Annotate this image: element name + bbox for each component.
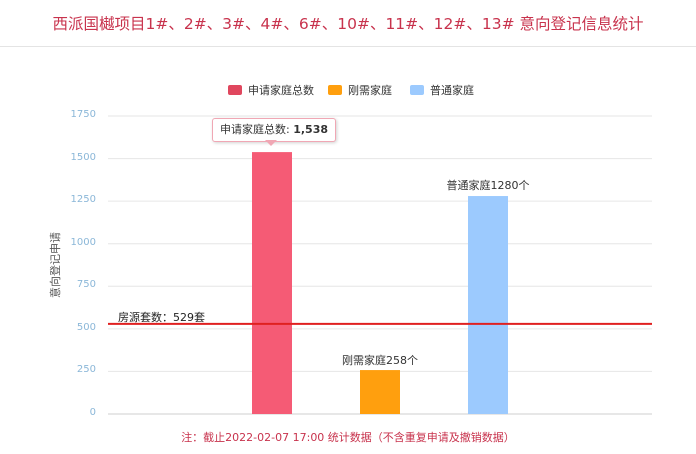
bar-data-label-ordinary: 普通家庭1280个: [446, 179, 530, 192]
y-tick-label: 500: [76, 321, 96, 333]
legend-item-total[interactable]: 申请家庭总数: [228, 82, 314, 98]
y-tick-label: 1250: [70, 194, 96, 206]
tooltip-label: 申请家庭总数:: [220, 123, 294, 136]
legend-swatch-total: [228, 85, 242, 95]
legend-item-ordinary[interactable]: 普通家庭: [410, 82, 474, 98]
bar: [360, 370, 400, 414]
y-tick-label: 1750: [70, 109, 96, 120]
legend-item-rigid[interactable]: 刚需家庭: [328, 82, 392, 98]
legend-swatch-ordinary: [410, 85, 424, 95]
y-tick-label: 1500: [70, 151, 96, 163]
bar: [252, 152, 292, 414]
legend-swatch-rigid: [328, 85, 342, 95]
tooltip-arrow: [265, 140, 277, 146]
page-header: 西派国樾项目1#、2#、3#、4#、6#、10#、11#、12#、13# 意向登…: [0, 0, 696, 47]
tooltip-value: 1,538: [293, 123, 328, 136]
bar: [468, 196, 508, 414]
y-tick-label: 750: [76, 279, 96, 291]
chart-legend: 申请家庭总数 刚需家庭 普通家庭: [0, 82, 696, 98]
y-tick-label: 0: [89, 407, 96, 418]
y-tick-label: 250: [76, 364, 96, 376]
bar-tooltip: 申请家庭总数: 1,538: [212, 118, 336, 142]
y-tick-label: 1000: [70, 236, 96, 248]
legend-label-rigid: 刚需家庭: [348, 84, 392, 97]
legend-label-ordinary: 普通家庭: [430, 84, 474, 97]
reference-line-label: 房源套数：529套: [118, 311, 205, 324]
y-axis-label: 意向登记申请: [49, 232, 62, 298]
page-title: 西派国樾项目1#、2#、3#、4#、6#、10#、11#、12#、13# 意向登…: [52, 15, 644, 33]
footnote: 注：截止2022-02-07 17:00 统计数据（不含重复申请及撤销数据）: [181, 431, 515, 444]
bar-data-label-rigid: 刚需家庭258个: [342, 354, 418, 367]
legend-label-total: 申请家庭总数: [248, 84, 314, 97]
